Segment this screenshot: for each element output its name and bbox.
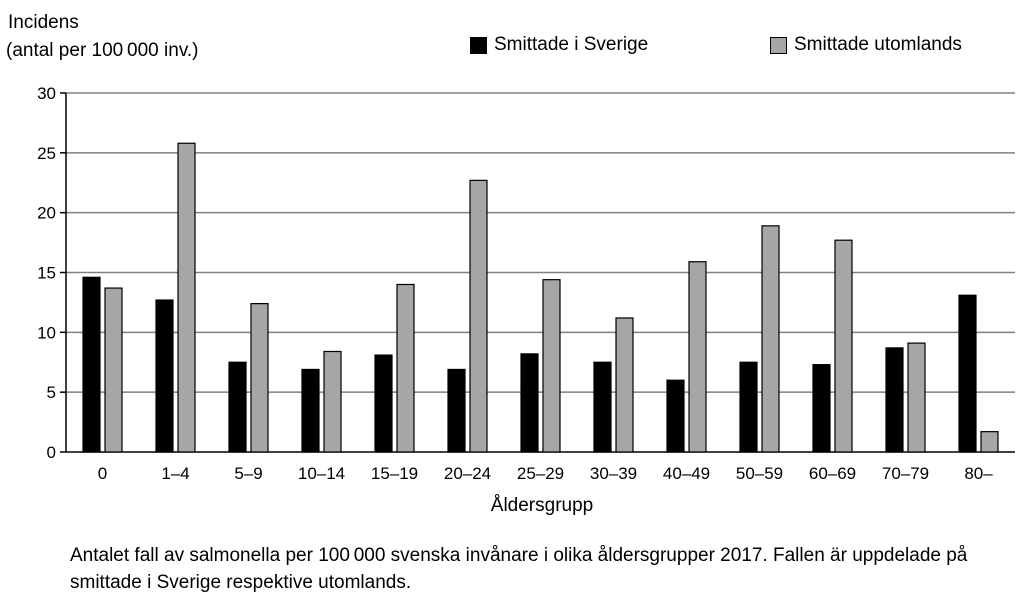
bar-sverige-8 [666,379,685,453]
bar-sverige-0 [82,276,101,453]
bar-utomlands-1 [177,142,196,453]
bar-sverige-9 [739,361,758,453]
bar-utomlands-0 [104,287,123,453]
bar-utomlands-11 [907,342,926,453]
y-tick-label-15: 15 [37,264,56,283]
bar-utomlands-12 [980,431,999,453]
bar-utomlands-10 [834,239,853,453]
x-axis-title: Åldersgrupp [490,495,594,516]
bar-utomlands-2 [250,303,269,453]
bar-sverige-2 [228,361,247,453]
y-tick-label-30: 30 [37,84,56,103]
x-tick-label-12: 80– [964,464,993,483]
bar-utomlands-8 [688,261,707,453]
y-axis-label-line2: (antal per 100 000 inv.) [6,40,199,61]
x-tick-label-6: 25–29 [517,464,564,483]
legend-swatch-sverige [470,36,487,54]
x-tick-label-3: 10–14 [298,464,345,483]
bar-utomlands-6 [542,279,561,453]
y-tick-label-10: 10 [37,323,56,342]
legend-label-sverige: Smittade i Sverige [494,34,649,55]
bar-sverige-6 [520,353,539,453]
x-tick-label-5: 20–24 [444,464,491,483]
y-tick-label-5: 5 [47,383,56,402]
x-tick-label-1: 1–4 [161,464,189,483]
bar-utomlands-7 [615,317,634,453]
x-tick-label-4: 15–19 [371,464,418,483]
x-tick-label-2: 5–9 [234,464,262,483]
bar-utomlands-3 [323,350,342,453]
x-tick-label-7: 30–39 [590,464,637,483]
x-tick-label-8: 40–49 [663,464,710,483]
x-tick-label-0: 0 [98,464,107,483]
y-tick-label-25: 25 [37,144,56,163]
x-tick-label-11: 70–79 [882,464,929,483]
bar-sverige-12 [958,294,977,453]
bar-sverige-4 [374,354,393,453]
legend-item-sverige: Smittade i Sverige [470,34,648,56]
x-tick-label-10: 60–69 [809,464,856,483]
legend-swatch-utomlands [770,36,787,54]
x-tick-label-9: 50–59 [736,464,783,483]
bar-utomlands-9 [761,225,780,453]
bar-sverige-1 [155,299,174,453]
y-axis-label-line1: Incidens [8,12,79,33]
bar-sverige-11 [885,347,904,453]
bar-utomlands-4 [396,283,415,453]
bar-sverige-3 [301,368,320,453]
y-tick-label-0: 0 [47,443,56,462]
legend-label-utomlands: Smittade utomlands [794,34,962,55]
bar-sverige-10 [812,364,831,453]
bar-sverige-5 [447,368,466,453]
bar-sverige-7 [593,361,612,453]
bar-utomlands-5 [469,179,488,453]
y-tick-label-20: 20 [37,204,56,223]
legend-item-utomlands: Smittade utomlands [770,34,962,56]
figure-caption: Antalet fall av salmonella per 100 000 s… [70,545,968,593]
